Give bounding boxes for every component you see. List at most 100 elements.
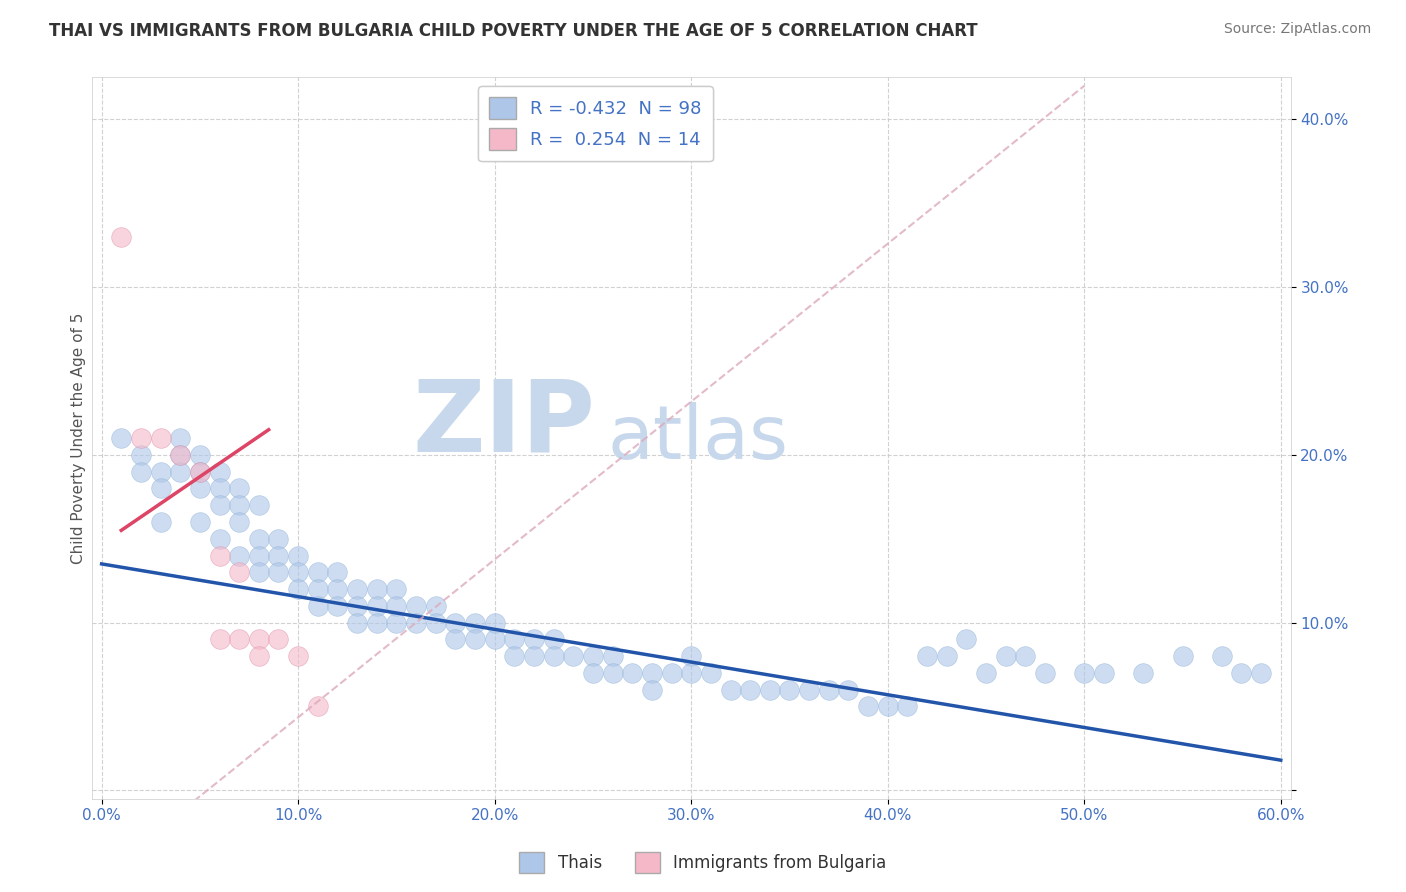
Point [129, 465, 152, 479]
Point [955, 632, 977, 647]
Text: atlas: atlas [607, 401, 789, 475]
Point [582, 665, 605, 680]
Point [1230, 665, 1253, 680]
Point [464, 615, 486, 630]
Point [1092, 665, 1115, 680]
Point [1073, 665, 1095, 680]
Text: Source: ZipAtlas.com: Source: ZipAtlas.com [1223, 22, 1371, 37]
Point [149, 482, 172, 496]
Point [366, 582, 388, 596]
Point [208, 532, 231, 546]
Point [307, 582, 329, 596]
Point [484, 615, 506, 630]
Point [896, 699, 918, 714]
Point [759, 682, 782, 697]
Point [208, 632, 231, 647]
Point [1171, 649, 1194, 664]
Point [523, 632, 546, 647]
Point [247, 566, 270, 580]
Point [149, 515, 172, 529]
Point [208, 498, 231, 512]
Legend: R = -0.432  N = 98, R =  0.254  N = 14: R = -0.432 N = 98, R = 0.254 N = 14 [478, 87, 713, 161]
Point [994, 649, 1017, 664]
Point [247, 632, 270, 647]
Point [208, 465, 231, 479]
Point [523, 649, 546, 664]
Point [484, 632, 506, 647]
Point [1250, 665, 1272, 680]
Point [974, 665, 997, 680]
Point [346, 599, 368, 613]
Point [247, 649, 270, 664]
Text: ZIP: ZIP [412, 376, 595, 472]
Point [267, 532, 290, 546]
Point [1033, 665, 1056, 680]
Point [129, 431, 152, 445]
Point [915, 649, 938, 664]
Point [1211, 649, 1233, 664]
Point [228, 549, 250, 563]
Point [837, 682, 859, 697]
Point [228, 498, 250, 512]
Point [267, 566, 290, 580]
Point [188, 448, 211, 462]
Point [444, 632, 467, 647]
Point [169, 448, 191, 462]
Point [543, 632, 565, 647]
Point [602, 649, 624, 664]
Point [208, 482, 231, 496]
Point [503, 649, 526, 664]
Point [228, 632, 250, 647]
Point [228, 482, 250, 496]
Point [307, 599, 329, 613]
Point [287, 649, 309, 664]
Point [188, 465, 211, 479]
Point [267, 632, 290, 647]
Point [366, 599, 388, 613]
Point [405, 615, 427, 630]
Point [562, 649, 585, 664]
Point [326, 599, 349, 613]
Point [661, 665, 683, 680]
Point [720, 682, 742, 697]
Point [346, 582, 368, 596]
Point [188, 482, 211, 496]
Point [385, 599, 408, 613]
Y-axis label: Child Poverty Under the Age of 5: Child Poverty Under the Age of 5 [72, 312, 86, 564]
Point [267, 549, 290, 563]
Point [1014, 649, 1036, 664]
Point [817, 682, 839, 697]
Point [287, 566, 309, 580]
Point [444, 615, 467, 630]
Point [681, 649, 703, 664]
Text: THAI VS IMMIGRANTS FROM BULGARIA CHILD POVERTY UNDER THE AGE OF 5 CORRELATION CH: THAI VS IMMIGRANTS FROM BULGARIA CHILD P… [49, 22, 977, 40]
Point [405, 599, 427, 613]
Point [169, 448, 191, 462]
Point [778, 682, 800, 697]
Point [1132, 665, 1154, 680]
Point [188, 465, 211, 479]
Point [700, 665, 723, 680]
Point [425, 615, 447, 630]
Point [740, 682, 762, 697]
Legend: Thais, Immigrants from Bulgaria: Thais, Immigrants from Bulgaria [513, 846, 893, 880]
Point [641, 665, 664, 680]
Point [385, 615, 408, 630]
Point [188, 515, 211, 529]
Point [876, 699, 898, 714]
Point [149, 465, 172, 479]
Point [602, 665, 624, 680]
Point [247, 498, 270, 512]
Point [326, 582, 349, 596]
Point [582, 649, 605, 664]
Point [641, 682, 664, 697]
Point [228, 566, 250, 580]
Point [110, 229, 132, 244]
Point [287, 549, 309, 563]
Point [346, 615, 368, 630]
Point [621, 665, 644, 680]
Point [208, 549, 231, 563]
Point [503, 632, 526, 647]
Point [287, 582, 309, 596]
Point [169, 465, 191, 479]
